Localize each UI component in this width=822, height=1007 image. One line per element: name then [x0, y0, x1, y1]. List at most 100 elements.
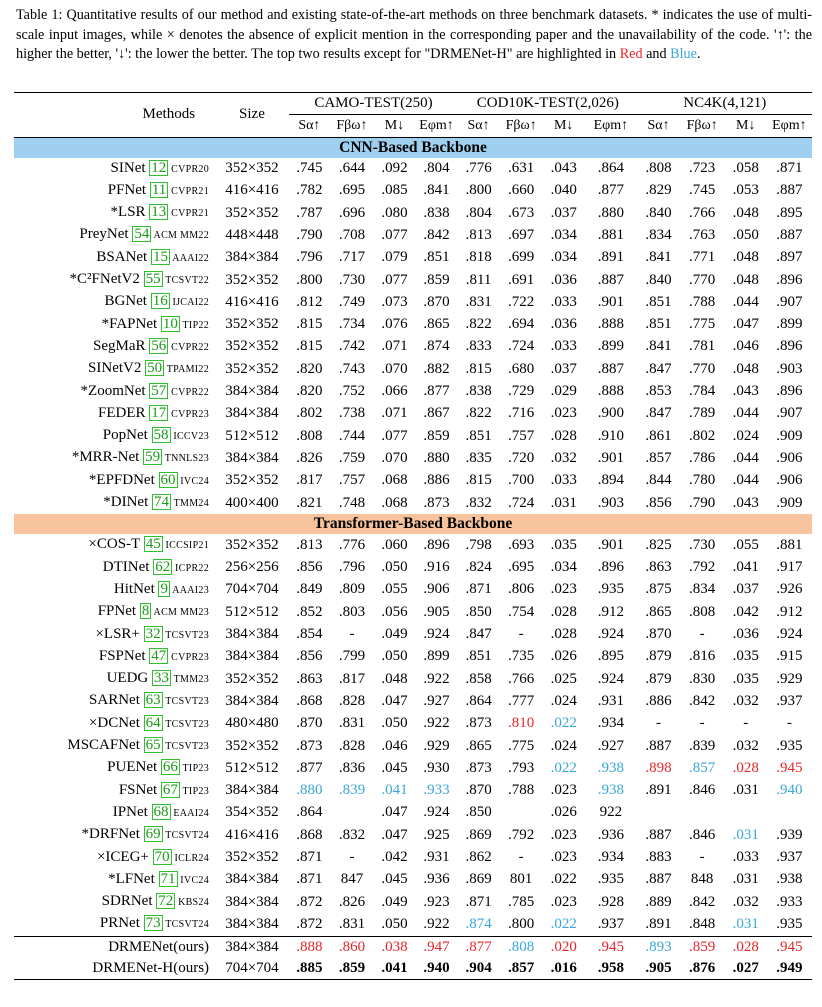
method-name: PopNet	[102, 427, 152, 444]
metric-cell: .695	[338, 182, 366, 199]
metric-cell: .880	[597, 204, 624, 221]
venue-label: CVPR22	[168, 386, 210, 398]
metric-cell: .850	[465, 804, 492, 821]
metric-cell: .896	[776, 338, 803, 355]
table-row: BSANet 15 AAAI22 384×384 .796 .717 .079 .851.…	[14, 247, 812, 269]
metric-cell: .869	[465, 826, 492, 843]
metric-cell: .851	[465, 427, 492, 444]
metric-cell: .793	[508, 759, 535, 776]
metric-cell: .864	[597, 160, 624, 177]
method-cell: PFNet 11 CVPR21	[14, 180, 215, 202]
table-row: FSPNet 47 CVPR23 384×384 .856 .799 .050 .899.…	[14, 646, 812, 668]
size-cell: 352×352	[225, 316, 279, 333]
metric-cell: .033	[550, 338, 577, 355]
metric-cell: .766	[689, 204, 716, 221]
metric-cell: .817	[296, 472, 323, 489]
metric-cell: .700	[508, 472, 535, 489]
metric-cell: .861	[645, 427, 672, 444]
table-row: *DRFNet 69 TCSVT24 416×416 .868 .832 .047 .92…	[14, 824, 812, 846]
metric-cell: .915	[776, 648, 803, 665]
metric-cell: .056	[381, 603, 408, 620]
metric-cell: .759	[338, 449, 366, 466]
metric-cell: .049	[381, 893, 408, 910]
metric-cell: .050	[381, 915, 408, 932]
metric-cell: .077	[381, 271, 408, 288]
section-title: Transformer-Based Backbone	[14, 514, 812, 535]
metric-cell: -	[699, 715, 705, 732]
metric-cell: .922	[423, 915, 450, 932]
metric-header: Eφm↑	[772, 118, 807, 134]
size-cell: 704×704	[215, 957, 289, 981]
metric-cell: .881	[776, 536, 803, 553]
method-name: FPNet	[97, 603, 140, 620]
metric-cell: .780	[689, 472, 716, 489]
metric-cell: .894	[597, 472, 624, 489]
metric-cell: .863	[296, 670, 323, 687]
metric-cell: .716	[508, 405, 535, 422]
metric-cell: .870	[423, 293, 450, 310]
metric-cell: .028	[724, 935, 767, 958]
metric-cell: .808	[296, 427, 323, 444]
metric-cell: .847	[465, 626, 492, 643]
metric-cell: .825	[645, 536, 672, 553]
metric-cell: .036	[550, 271, 577, 288]
metric-cell: .859	[423, 271, 450, 288]
citation-link: 69	[143, 826, 163, 843]
venue-label: TCSVT24	[162, 919, 210, 931]
metric-cell: .880	[423, 449, 450, 466]
metric-cell: .043	[732, 383, 759, 400]
metric-header: Fβω↑	[336, 118, 368, 134]
table-row: BGNet 16 IJCAI22 416×416 .812 .749 .073 .870.…	[14, 291, 812, 313]
table-row: *ZoomNet 57 CVPR22 384×384 .820 .752 .066 .87…	[14, 381, 812, 403]
metric-cell: .029	[550, 383, 577, 400]
metric-cell: .834	[689, 581, 716, 598]
method-name: IPNet	[112, 803, 152, 820]
metric-cell: .085	[381, 182, 408, 199]
metric-cell: .895	[776, 204, 803, 221]
metric-cell: .808	[689, 603, 716, 620]
metric-cell: .024	[550, 737, 577, 754]
metric-cell: .046	[381, 737, 408, 754]
method-cell: ×COS-T 45 ICCSIP21	[14, 534, 215, 556]
table-row: IPNet 68 EAAI24 354×352 .864 .047 .924 .850 .0…	[14, 802, 812, 824]
ours-row: DRMENet-H(ours) 704×704.885.859.041.940.9…	[14, 957, 812, 981]
method-name: *DRFNet	[81, 826, 144, 843]
metric-cell: .031	[732, 826, 759, 843]
metric-cell: .809	[338, 581, 366, 598]
metric-cell: .871	[465, 581, 492, 598]
metric-cell: .035	[550, 536, 577, 553]
method-name: PFNet	[107, 181, 150, 198]
metric-cell: .907	[776, 293, 803, 310]
method-name: MSCAFNet	[67, 737, 144, 754]
table-row: *C²FNetV2 55 TCSVT22 352×352 .800 .730 .077.…	[14, 269, 812, 291]
size-cell: 352×352	[225, 670, 279, 687]
caption-blue-word: Blue	[670, 46, 697, 62]
metric-cell: .945	[776, 759, 803, 776]
metric-cell: .850	[465, 603, 492, 620]
metric-cell: .790	[689, 494, 716, 511]
metric-cell: .631	[508, 160, 535, 177]
metric-cell: .693	[508, 536, 535, 553]
venue-label: TNNLS23	[162, 453, 210, 465]
metric-cell: .042	[732, 603, 759, 620]
table-row: PFNet 11 CVPR21 416×416 .782 .695 .085 .841 .8…	[14, 180, 812, 202]
metric-cell: .822	[465, 316, 492, 333]
metric-cell: .887	[645, 826, 672, 843]
metric-cell: .835	[465, 449, 492, 466]
method-cell: *ZoomNet 57 CVPR22	[14, 381, 215, 403]
metric-cell	[680, 802, 725, 824]
metric-cell: .931	[597, 692, 624, 709]
metric-cell: .776	[465, 160, 492, 177]
metric-cell: .888	[597, 316, 624, 333]
metric-cell: .050	[381, 648, 408, 665]
metric-cell: .888	[288, 935, 330, 958]
metric-cell: .873	[465, 715, 492, 732]
metric-cell: .859	[423, 427, 450, 444]
metric-cell: .910	[597, 427, 624, 444]
metric-cell: .925	[423, 826, 450, 843]
metric-cell: .891	[645, 782, 672, 799]
metric-cell: .870	[296, 715, 323, 732]
metric-cell: .802	[296, 405, 323, 422]
metric-cell: .881	[597, 226, 624, 243]
metric-cell: .930	[423, 759, 450, 776]
